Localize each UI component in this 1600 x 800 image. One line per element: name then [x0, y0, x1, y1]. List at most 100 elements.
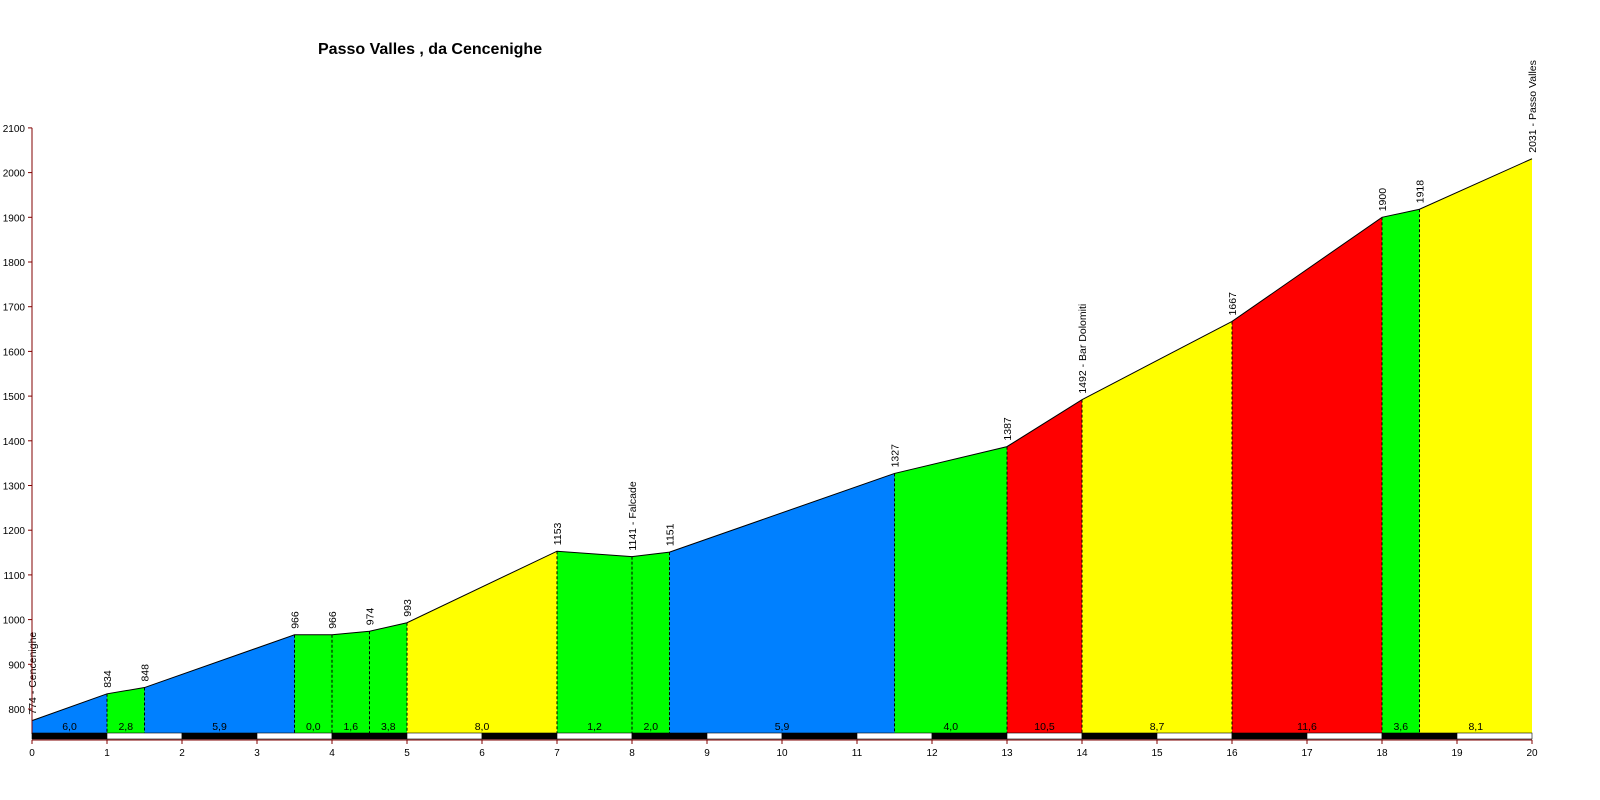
segment-area-15	[1419, 158, 1532, 735]
x-tick-label-20: 20	[1526, 748, 1538, 759]
x-tick-label-14: 14	[1076, 748, 1088, 759]
grade-label-2: 5,9	[212, 721, 227, 733]
y-tick-label-11: 1900	[3, 213, 26, 224]
profile-outline	[31, 158, 1533, 722]
elevation-labels: 774 - Cencenighe 834 848 966 966 974 993 1153 11…	[27, 60, 1539, 714]
grade-label-4: 1,6	[343, 721, 358, 733]
x-tick-label-15: 15	[1151, 748, 1163, 759]
distance-band-6	[481, 732, 558, 740]
distance-band-12	[931, 732, 1008, 740]
y-tick-label-13: 2100	[3, 124, 26, 135]
elevation-label-11: 1387	[1002, 417, 1014, 441]
grade-label-13: 11,6	[1297, 721, 1317, 733]
x-tick-label-10: 10	[776, 748, 788, 759]
y-tick-label-9: 1700	[3, 303, 26, 314]
x-tick-label-13: 13	[1001, 748, 1013, 759]
grade-label-15: 8,1	[1468, 721, 1483, 733]
distance-band-8	[631, 732, 708, 740]
distance-band-10	[781, 732, 858, 740]
elevation-label-13: 1667	[1227, 292, 1239, 316]
distance-band-5	[406, 732, 483, 740]
x-tick-label-3: 3	[254, 748, 260, 759]
x-tick-label-6: 6	[479, 748, 485, 759]
segment-area-7	[557, 551, 632, 734]
x-tick-label-12: 12	[926, 748, 938, 759]
profile-line	[31, 158, 1533, 722]
grade-label-11: 10,5	[1034, 721, 1055, 733]
segment-area-0	[32, 693, 107, 734]
grade-label-5: 3,8	[381, 721, 396, 733]
grade-label-9: 5,9	[775, 721, 790, 733]
y-tick-label-7: 1500	[3, 392, 26, 403]
grade-label-8: 2,0	[643, 721, 658, 733]
y-tick-label-3: 1100	[3, 571, 25, 582]
x-tick-label-0: 0	[29, 748, 35, 759]
x-tick-label-18: 18	[1376, 748, 1388, 759]
x-tick-label-17: 17	[1301, 748, 1313, 759]
elevation-label-8: 1141 - Falcade	[627, 481, 639, 550]
segment-area-14	[1382, 209, 1420, 734]
segment-area-10	[894, 446, 1007, 734]
y-tick-label-5: 1300	[3, 482, 26, 493]
distance-band-13	[1006, 732, 1083, 740]
chart-title: Passo Valles , da Cencenighe	[318, 41, 542, 58]
distance-band-18	[1381, 732, 1458, 740]
distance-band-19	[1456, 732, 1533, 740]
grade-label-7: 1,2	[587, 721, 602, 733]
segment-area-2	[144, 634, 295, 734]
elevation-label-10: 1327	[890, 444, 902, 468]
distance-band-15	[1156, 732, 1233, 740]
segment-area-13	[1232, 217, 1382, 735]
segment-area-8	[632, 552, 670, 734]
distance-band-0	[31, 732, 108, 740]
x-tick-label-4: 4	[329, 748, 335, 759]
y-tick-label-10: 1800	[3, 258, 26, 269]
segment-area-6	[407, 551, 557, 734]
x-tick-label-11: 11	[852, 748, 863, 759]
segment-area-4	[332, 631, 370, 734]
distance-band-17	[1306, 732, 1383, 740]
elevation-label-5: 974	[365, 608, 377, 626]
distance-band-1	[106, 732, 183, 740]
y-tick-label-2: 1000	[3, 616, 26, 627]
x-tick-label-5: 5	[404, 748, 410, 759]
x-tick-label-16: 16	[1226, 748, 1238, 759]
y-tick-label-1: 900	[8, 660, 25, 671]
distance-band-16	[1231, 732, 1308, 740]
grade-label-0: 6,0	[62, 721, 77, 733]
y-tick-label-6: 1400	[3, 437, 26, 448]
y-axis: 800 900 1000 1100 1200 1300 1400 1500 1600 1700 18…	[3, 124, 33, 734]
elevation-label-15: 1918	[1415, 180, 1427, 204]
elevation-label-16: 2031 - Passo Valles	[1527, 60, 1539, 153]
grade-label-12: 8,7	[1150, 721, 1165, 733]
y-tick-label-0: 800	[8, 705, 25, 716]
grade-labels: 6,0 2,8 5,9 0,0 1,6 3,8 8,0 1,2 2,0 5,9 4,0 10,5 8,7…	[62, 721, 1483, 733]
elevation-label-1: 834	[102, 670, 114, 688]
grade-label-1: 2,8	[118, 721, 133, 733]
grade-label-6: 8,0	[475, 721, 490, 733]
distance-band-11	[856, 732, 933, 740]
segment-area-3	[294, 634, 332, 734]
segment-area-9	[669, 473, 895, 734]
distance-band-14	[1081, 732, 1158, 740]
segment-area-1	[107, 687, 145, 734]
x-tick-label-7: 7	[554, 748, 560, 759]
elevation-label-3: 966	[290, 611, 302, 629]
segment-area-5	[369, 622, 407, 734]
elevation-label-14: 1900	[1377, 188, 1389, 212]
profile-segments	[32, 158, 1532, 735]
grade-label-3: 0,0	[306, 721, 321, 733]
elevation-label-6: 993	[402, 599, 414, 617]
distance-band-3	[256, 732, 333, 740]
grade-label-10: 4,0	[943, 721, 958, 733]
x-tick-label-19: 19	[1451, 748, 1463, 759]
segment-area-11	[1007, 399, 1082, 734]
segment-dividers	[106, 209, 1420, 734]
distance-band-4	[331, 732, 408, 740]
distance-band-9	[706, 732, 783, 740]
distance-band-2	[181, 732, 258, 740]
x-tick-label-2: 2	[179, 748, 185, 759]
y-tick-label-4: 1200	[3, 526, 26, 537]
x-axis: 0 1 2 3 4 5 6 7 8 9 10 11 12 13 14 15 16 17 18 19 20	[29, 732, 1538, 759]
